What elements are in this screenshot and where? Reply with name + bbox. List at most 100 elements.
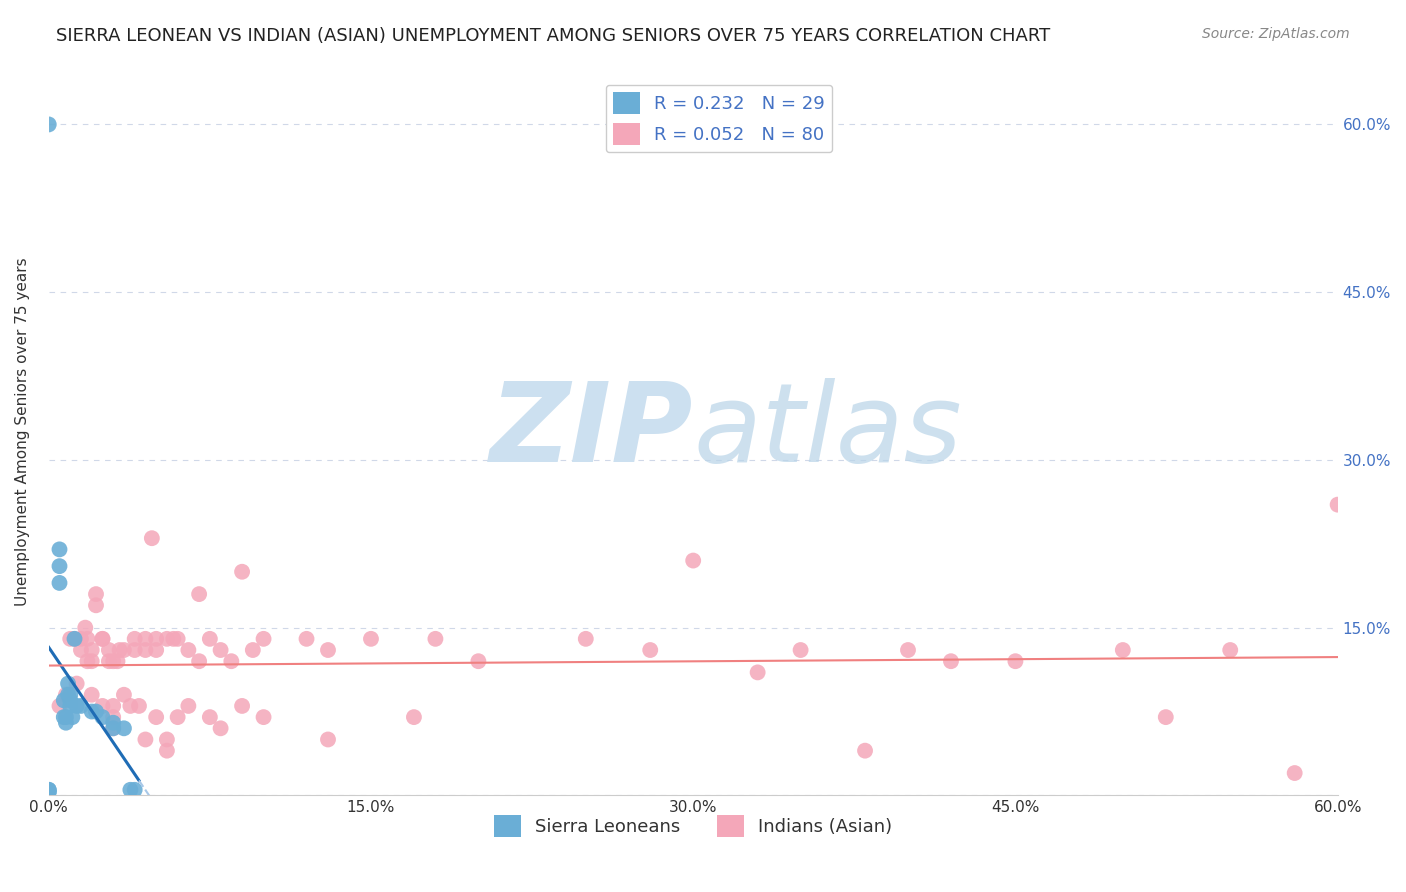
Point	[166, 632, 188, 646]
Point	[747, 665, 769, 680]
Point	[97, 654, 120, 668]
Point	[145, 643, 167, 657]
Point	[112, 721, 135, 735]
Point	[316, 732, 339, 747]
Point	[789, 643, 811, 657]
Point	[1154, 710, 1177, 724]
Text: ZIP: ZIP	[489, 378, 693, 485]
Point	[467, 654, 489, 668]
Point	[48, 559, 70, 574]
Point	[59, 698, 82, 713]
Point	[209, 643, 232, 657]
Point	[80, 654, 103, 668]
Point	[252, 632, 274, 646]
Point	[112, 643, 135, 657]
Point	[91, 632, 114, 646]
Text: atlas: atlas	[693, 378, 962, 485]
Point	[76, 654, 98, 668]
Point	[91, 632, 114, 646]
Point	[231, 565, 253, 579]
Point	[134, 632, 156, 646]
Point	[425, 632, 447, 646]
Point	[141, 531, 163, 545]
Point	[145, 710, 167, 724]
Point	[242, 643, 264, 657]
Legend: Sierra Leoneans, Indians (Asian): Sierra Leoneans, Indians (Asian)	[486, 808, 900, 845]
Point	[59, 632, 82, 646]
Point	[188, 587, 211, 601]
Point	[59, 688, 82, 702]
Point	[1004, 654, 1026, 668]
Point	[103, 698, 125, 713]
Point	[84, 587, 107, 601]
Point	[59, 693, 82, 707]
Point	[48, 576, 70, 591]
Point	[134, 643, 156, 657]
Point	[198, 632, 221, 646]
Point	[134, 732, 156, 747]
Point	[107, 654, 129, 668]
Text: Source: ZipAtlas.com: Source: ZipAtlas.com	[1202, 27, 1350, 41]
Point	[198, 710, 221, 724]
Point	[853, 744, 876, 758]
Point	[221, 654, 243, 668]
Point	[124, 643, 146, 657]
Point	[38, 785, 60, 799]
Point	[52, 693, 75, 707]
Point	[84, 599, 107, 613]
Point	[108, 643, 131, 657]
Point	[295, 632, 318, 646]
Point	[80, 688, 103, 702]
Point	[80, 643, 103, 657]
Point	[638, 643, 661, 657]
Point	[1219, 643, 1241, 657]
Point	[128, 698, 150, 713]
Point	[112, 688, 135, 702]
Point	[56, 676, 79, 690]
Point	[70, 698, 93, 713]
Point	[124, 782, 146, 797]
Point	[70, 632, 93, 646]
Point	[48, 698, 70, 713]
Y-axis label: Unemployment Among Seniors over 75 years: Unemployment Among Seniors over 75 years	[15, 258, 30, 607]
Point	[156, 744, 179, 758]
Point	[63, 632, 86, 646]
Point	[38, 782, 60, 797]
Point	[55, 715, 77, 730]
Point	[1284, 766, 1306, 780]
Point	[60, 710, 83, 724]
Point	[48, 542, 70, 557]
Point	[209, 721, 232, 735]
Point	[55, 688, 77, 702]
Point	[38, 785, 60, 799]
Text: SIERRA LEONEAN VS INDIAN (ASIAN) UNEMPLOYMENT AMONG SENIORS OVER 75 YEARS CORREL: SIERRA LEONEAN VS INDIAN (ASIAN) UNEMPLO…	[56, 27, 1050, 45]
Point	[120, 782, 142, 797]
Point	[575, 632, 598, 646]
Point	[103, 721, 125, 735]
Point	[166, 710, 188, 724]
Point	[55, 710, 77, 724]
Point	[156, 732, 179, 747]
Point	[52, 710, 75, 724]
Point	[70, 643, 93, 657]
Point	[231, 698, 253, 713]
Point	[66, 676, 89, 690]
Point	[38, 782, 60, 797]
Point	[76, 632, 98, 646]
Point	[897, 643, 920, 657]
Point	[97, 643, 120, 657]
Point	[120, 698, 142, 713]
Point	[1326, 498, 1348, 512]
Point	[252, 710, 274, 724]
Point	[156, 632, 179, 646]
Point	[66, 698, 89, 713]
Point	[145, 632, 167, 646]
Point	[103, 710, 125, 724]
Point	[56, 688, 79, 702]
Point	[1112, 643, 1135, 657]
Point	[103, 654, 125, 668]
Point	[91, 698, 114, 713]
Point	[360, 632, 382, 646]
Point	[177, 698, 200, 713]
Point	[162, 632, 184, 646]
